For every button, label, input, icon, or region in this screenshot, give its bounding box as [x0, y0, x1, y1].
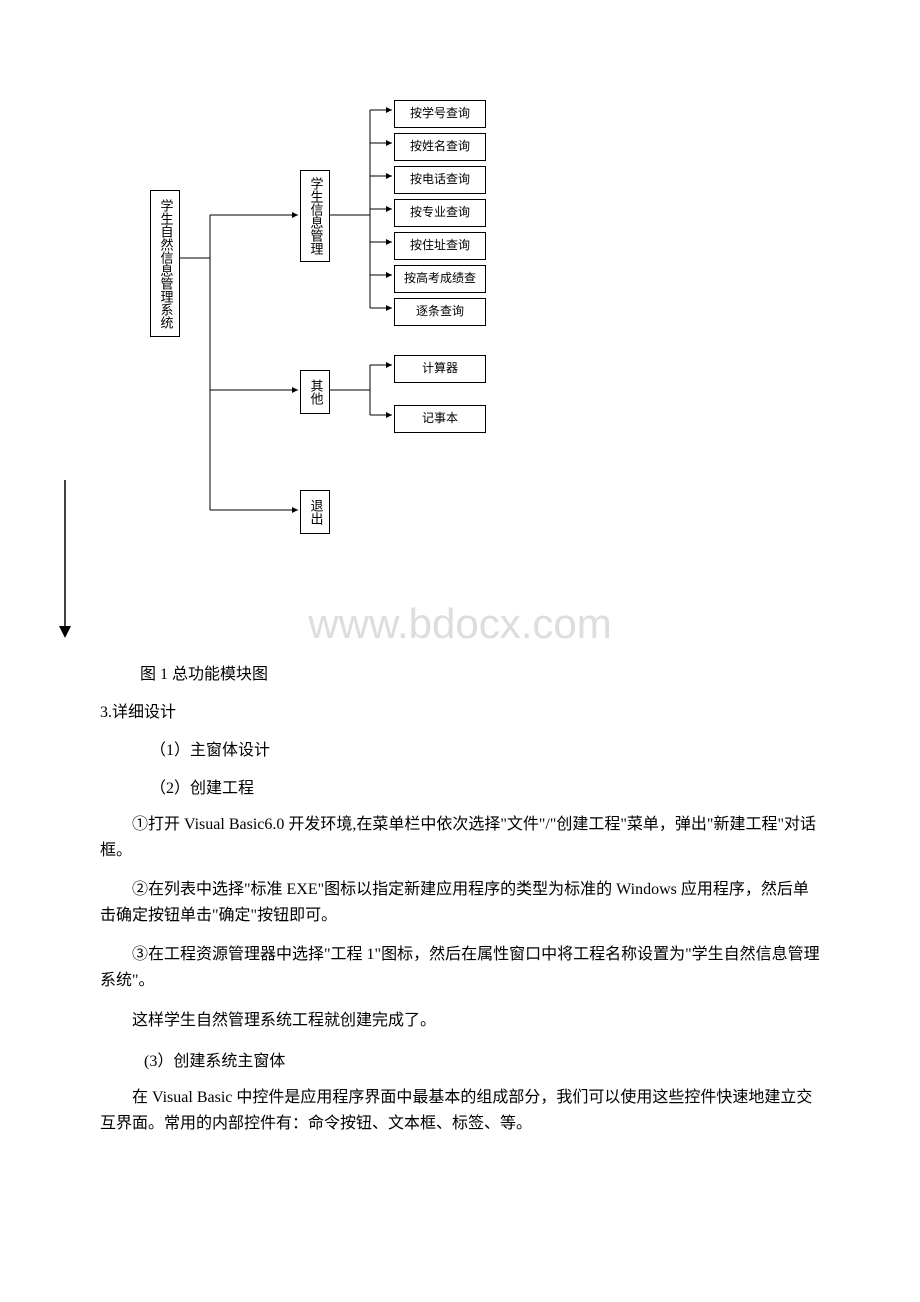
subsection-1: （1）主窗体设计	[150, 736, 820, 760]
module-diagram: 学生自然信息管理系统 学生信息管理 其他 退出 按学号查询 按姓名查询 按电话查…	[150, 90, 630, 550]
node-student-info-mgmt-label: 学生信息管理	[304, 171, 327, 261]
leaf-query-by-score: 按高考成绩查	[394, 265, 486, 293]
paragraph-3: ③在工程资源管理器中选择"工程 1"图标，然后在属性窗口中将工程名称设置为"学生…	[100, 942, 820, 993]
node-root-label: 学生自然信息管理系统	[154, 193, 177, 335]
leaf-notepad: 记事本	[394, 405, 486, 433]
node-other: 其他	[300, 370, 330, 414]
leaf-query-by-address: 按住址查询	[394, 232, 486, 260]
leaf-label: 按电话查询	[410, 173, 470, 187]
leaf-label: 逐条查询	[416, 305, 464, 319]
leaf-label: 按专业查询	[410, 206, 470, 220]
leaf-query-each: 逐条查询	[394, 298, 486, 326]
leaf-label: 记事本	[422, 412, 458, 426]
figure-caption: 图 1 总功能模块图	[140, 660, 820, 684]
node-other-label: 其他	[304, 373, 327, 411]
paragraph-4: 这样学生自然管理系统工程就创建完成了。	[100, 1008, 820, 1034]
leaf-label: 按姓名查询	[410, 140, 470, 154]
node-exit-label: 退出	[304, 493, 327, 531]
subsection-3: (3）创建系统主窗体	[144, 1047, 820, 1071]
down-arrow	[55, 480, 75, 640]
body-text-2: 在 Visual Basic 中控件是应用程序界面中最基本的组成部分，我们可以使…	[100, 1085, 820, 1136]
diagram-connectors	[150, 90, 630, 550]
section-3-heading: 3.详细设计	[100, 698, 820, 722]
leaf-query-by-major: 按专业查询	[394, 199, 486, 227]
node-root: 学生自然信息管理系统	[150, 190, 180, 337]
leaf-label: 按住址查询	[410, 239, 470, 253]
leaf-label: 按高考成绩查	[404, 272, 476, 286]
paragraph-5: 在 Visual Basic 中控件是应用程序界面中最基本的组成部分，我们可以使…	[100, 1085, 820, 1136]
subsection-2: （2）创建工程	[150, 774, 820, 798]
paragraph-2: ②在列表中选择"标准 EXE"图标以指定新建应用程序的类型为标准的 Window…	[100, 877, 820, 928]
node-exit: 退出	[300, 490, 330, 534]
leaf-query-by-phone: 按电话查询	[394, 166, 486, 194]
leaf-query-by-name: 按姓名查询	[394, 133, 486, 161]
leaf-label: 按学号查询	[410, 107, 470, 121]
leaf-label: 计算器	[422, 362, 458, 376]
body-text: ①打开 Visual Basic6.0 开发环境,在菜单栏中依次选择"文件"/"…	[100, 812, 820, 1033]
node-student-info-mgmt: 学生信息管理	[300, 170, 330, 262]
leaf-query-by-id: 按学号查询	[394, 100, 486, 128]
document-page: 学生自然信息管理系统 学生信息管理 其他 退出 按学号查询 按姓名查询 按电话查…	[0, 0, 920, 1210]
watermark: www.bdocx.com	[308, 600, 611, 648]
paragraph-1: ①打开 Visual Basic6.0 开发环境,在菜单栏中依次选择"文件"/"…	[100, 812, 820, 863]
leaf-calculator: 计算器	[394, 355, 486, 383]
